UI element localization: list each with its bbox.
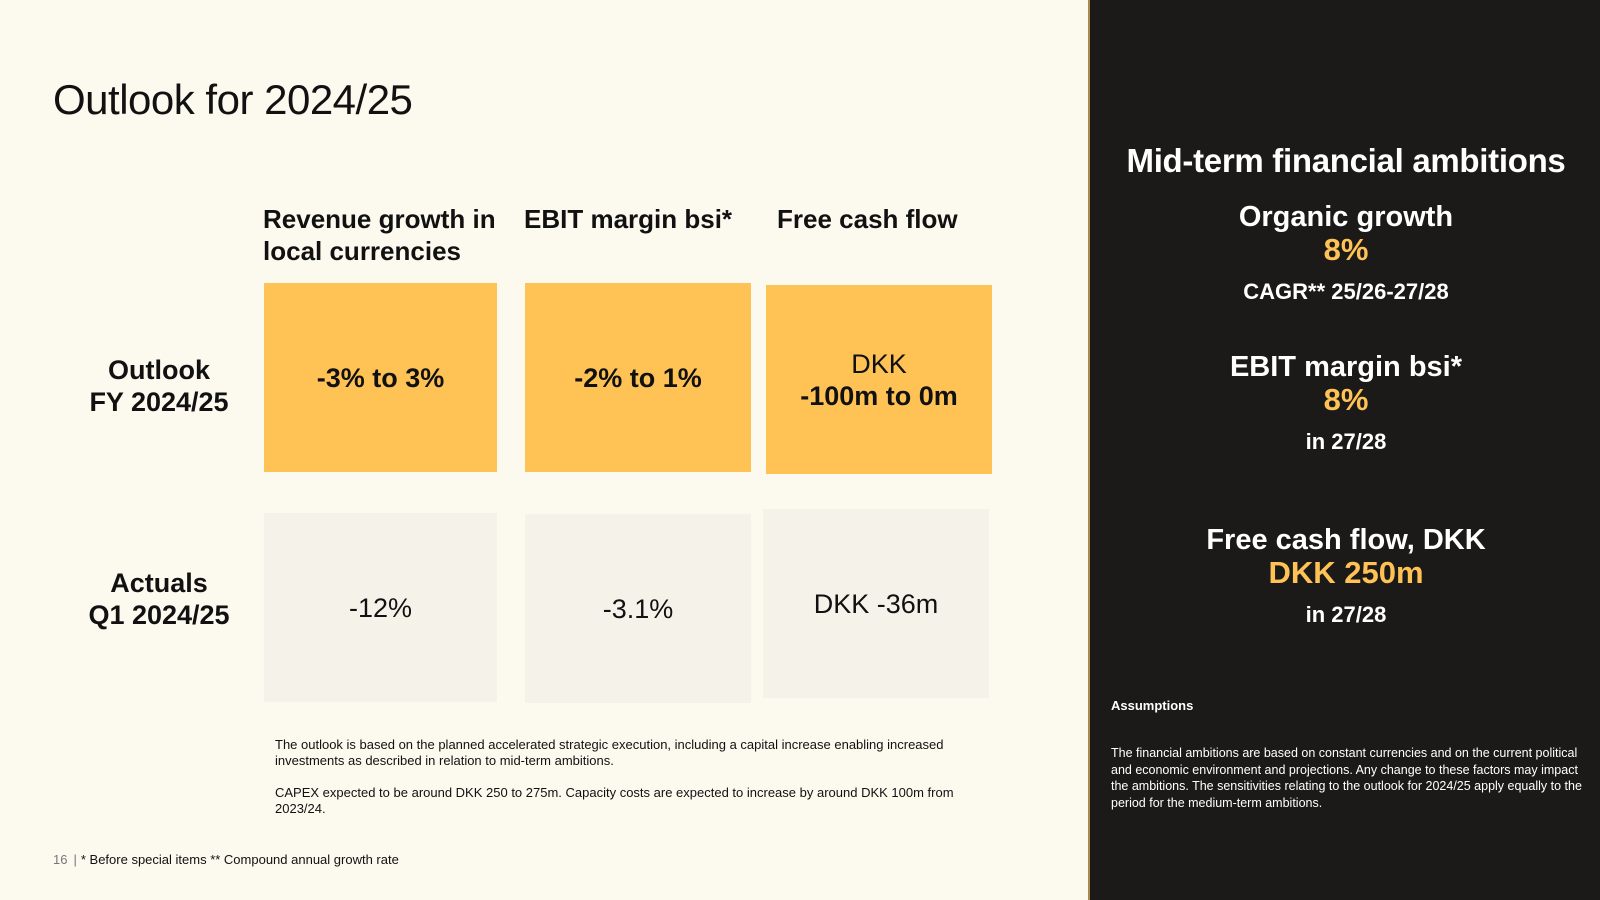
ambition-sub: in 27/28: [1305, 602, 1387, 627]
actual-fcf-cell: DKK -36m: [763, 509, 989, 698]
ambition-label: EBIT margin bsi*: [1229, 351, 1463, 383]
row-label-outlook-line1: Outlook: [108, 355, 210, 385]
outlook-fcf-cell: DKK -100m to 0m: [766, 285, 992, 474]
row-label-actuals-line2: Q1 2024/25: [88, 600, 230, 630]
ambition-sub: CAGR** 25/26-27/28: [1243, 279, 1449, 304]
actual-revenue-value: -12%: [348, 592, 413, 623]
assumptions-title: Assumptions: [1111, 698, 1194, 713]
row-label-actuals-line1: Actuals: [110, 568, 208, 598]
note-outlook-basis: The outlook is based on the planned acce…: [275, 737, 944, 768]
outlook-revenue-cell: -3% to 3%: [264, 283, 497, 472]
actual-ebit-cell: -3.1%: [525, 514, 751, 703]
ambition-value: 8%: [1323, 382, 1369, 417]
column-header-ebit: EBIT margin bsi*: [524, 204, 733, 234]
outlook-revenue-value: -3% to 3%: [316, 362, 445, 393]
page-number: 16: [53, 852, 68, 867]
ambition-sub: in 27/28: [1305, 429, 1387, 454]
actual-ebit-value: -3.1%: [602, 593, 674, 624]
actual-fcf-value: DKK -36m: [813, 588, 939, 619]
footer-divider: |: [73, 852, 77, 867]
row-label-actuals: Actuals Q1 2024/25: [59, 567, 259, 631]
row-label-outlook: Outlook FY 2024/25: [59, 354, 259, 418]
actual-revenue-cell: -12%: [264, 513, 497, 702]
column-header-fcf: Free cash flow: [777, 204, 958, 234]
ambition-ebit-margin: EBIT margin bsi* 8% in 27/28: [1090, 351, 1600, 455]
ambition-value: DKK 250m: [1268, 555, 1424, 590]
footnote: * Before special items ** Compound annua…: [80, 852, 399, 867]
ambition-label: Organic growth: [1238, 201, 1454, 233]
note-capex: CAPEX expected to be around DKK 250 to 2…: [275, 785, 954, 816]
outlook-ebit-cell: -2% to 1%: [525, 283, 751, 472]
footer: 16 | * Before special items ** Compound an…: [53, 852, 399, 867]
ambition-free-cash-flow: Free cash flow, DKK DKK 250m in 27/28: [1090, 524, 1600, 628]
ambitions-panel: Mid-term financial ambitions Organic gro…: [1088, 0, 1600, 900]
outlook-fcf-currency: DKK: [851, 348, 907, 379]
panel-title: Mid-term financial ambitions: [1126, 142, 1566, 179]
ambition-organic-growth: Organic growth 8% CAGR** 25/26-27/28: [1090, 201, 1600, 305]
ambition-value: 8%: [1323, 232, 1369, 267]
assumptions-text: The financial ambitions are based on con…: [1111, 746, 1582, 810]
column-header-revenue: Revenue growth in local currencies: [263, 204, 496, 266]
row-label-outlook-line2: FY 2024/25: [89, 387, 229, 417]
ambition-label: Free cash flow, DKK: [1206, 524, 1486, 556]
outlook-fcf-value: -100m to 0m: [800, 380, 958, 411]
outlook-ebit-value: -2% to 1%: [574, 362, 702, 393]
page-title: Outlook for 2024/25: [53, 76, 413, 123]
